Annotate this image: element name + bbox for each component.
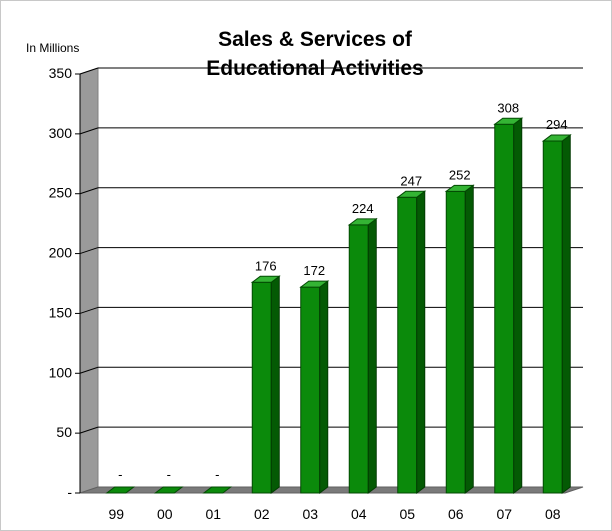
data-label-07: 308 — [497, 100, 519, 115]
bar-side-02 — [270, 275, 280, 494]
x-tick-label-05: 05 — [399, 506, 415, 522]
bar-flat-99 — [105, 486, 136, 494]
data-label-08: 294 — [546, 117, 568, 132]
data-label-06: 252 — [449, 167, 471, 182]
gridline-depth — [79, 426, 99, 434]
bar-side-05 — [416, 190, 426, 494]
bar-flat-00 — [153, 486, 184, 494]
bars — [105, 117, 572, 494]
data-label-02: 176 — [255, 258, 277, 273]
gridline-depth — [79, 127, 99, 135]
y-tick-label: 350 — [49, 65, 73, 81]
x-tick-label-04: 04 — [351, 506, 367, 522]
data-label-00: - — [167, 467, 171, 482]
x-tick-label-07: 07 — [496, 506, 512, 522]
bar-top-06 — [444, 184, 475, 192]
data-labels: - - - 176 172 224 247 252 308 294 — [118, 100, 568, 482]
bar-top-03 — [299, 280, 330, 288]
bar-side-03 — [319, 280, 329, 494]
bar-top-05 — [396, 190, 427, 198]
gridline-depth — [79, 306, 99, 314]
x-tick-label-00: 00 — [157, 506, 173, 522]
data-label-03: 172 — [303, 263, 325, 278]
data-label-01: - — [215, 467, 219, 482]
x-tick-label-01: 01 — [205, 506, 221, 522]
x-tick-label-06: 06 — [448, 506, 464, 522]
bar-side-06 — [464, 184, 474, 494]
chart-title-line-2: Educational Activities — [206, 57, 423, 80]
gridline-depth — [79, 366, 99, 374]
bar-front-02 — [251, 281, 272, 494]
x-tick-label-03: 03 — [302, 506, 318, 522]
bar-front-04 — [348, 224, 369, 494]
data-label-05: 247 — [400, 173, 422, 188]
bar-top-02 — [250, 275, 281, 283]
data-label-99: - — [118, 467, 122, 482]
y-axis-label: In Millions — [26, 41, 79, 55]
bar-side-07 — [513, 117, 523, 494]
side-wall — [79, 67, 99, 494]
x-tick-label-99: 99 — [108, 506, 124, 522]
gridline-depth — [79, 247, 99, 255]
y-tick-label: 250 — [49, 185, 73, 201]
y-tick-label: 200 — [49, 245, 73, 261]
bar-top-04 — [347, 218, 378, 226]
bar-front-07 — [494, 123, 515, 494]
y-tick-label: 100 — [49, 364, 73, 380]
bar-top-08 — [541, 134, 572, 142]
bar-front-06 — [445, 190, 466, 494]
y-tick-label: 50 — [56, 424, 72, 440]
gridline-depth — [79, 67, 99, 75]
gridline-depth — [79, 187, 99, 195]
x-tick-label-02: 02 — [254, 506, 270, 522]
y-tick-label: - — [67, 484, 72, 500]
bar-front-05 — [397, 196, 418, 494]
y-tick-label: 150 — [49, 304, 73, 320]
bar-side-04 — [367, 217, 377, 494]
x-tick-label-08: 08 — [545, 506, 561, 522]
axis-ticks: - 50 100 150 200 250 300 350 99 00 01 02 03 04 05 06 07 0… — [49, 65, 561, 522]
data-label-04: 224 — [352, 201, 374, 216]
y-tick-label: 300 — [49, 125, 73, 141]
bar-flat-01 — [202, 486, 233, 494]
bar-front-08 — [542, 140, 563, 494]
bar-top-07 — [493, 117, 524, 125]
bar-side-08 — [561, 134, 571, 494]
bar-front-03 — [300, 286, 321, 494]
chart-title-line-1: Sales & Services of — [218, 28, 413, 51]
